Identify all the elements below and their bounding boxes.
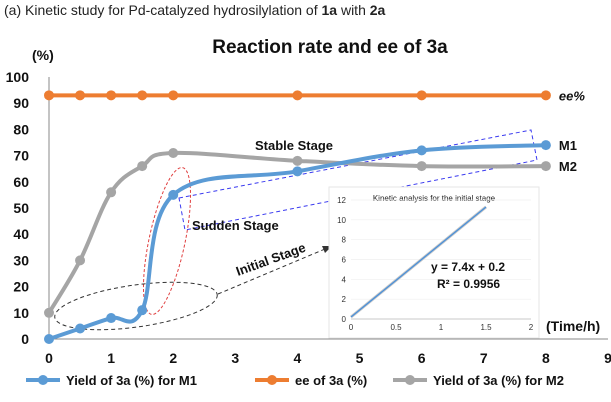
data-point bbox=[540, 161, 551, 172]
sudden-stage-ellipse bbox=[142, 167, 192, 315]
caption-prefix: (a) Kinetic study for Pd-catalyzed hydro… bbox=[4, 2, 322, 18]
y-axis-label: (%) bbox=[32, 47, 54, 63]
inset-y-tick-label: 4 bbox=[342, 275, 347, 284]
x-tick-label: 5 bbox=[356, 350, 364, 366]
inset-y-tick-label: 10 bbox=[337, 216, 346, 225]
legend-label: Yield of 3a (%) for M2 bbox=[433, 373, 564, 388]
data-point bbox=[292, 166, 303, 177]
y-tick-label: 60 bbox=[13, 174, 29, 190]
x-tick-label: 2 bbox=[169, 350, 177, 366]
data-point bbox=[44, 307, 54, 318]
series-end-label: M2 bbox=[559, 159, 577, 174]
inset-title: Kinetic analysis for the initial stage bbox=[373, 194, 496, 203]
data-point bbox=[75, 90, 86, 101]
inset-y-tick-label: 0 bbox=[342, 315, 347, 324]
initial-stage-arrow bbox=[217, 248, 326, 295]
x-tick-label: 6 bbox=[418, 350, 426, 366]
data-point bbox=[168, 189, 179, 200]
data-point bbox=[292, 155, 303, 166]
figure-caption: (a) Kinetic study for Pd-catalyzed hydro… bbox=[4, 2, 385, 18]
data-point bbox=[106, 187, 117, 198]
y-tick-label: 50 bbox=[13, 200, 29, 216]
data-point bbox=[137, 161, 148, 172]
inset-x-tick-label: 0 bbox=[349, 323, 354, 332]
legend-swatch-marker bbox=[38, 375, 48, 385]
inset-y-tick-label: 6 bbox=[342, 256, 347, 265]
inset-x-tick-label: 1.5 bbox=[480, 323, 492, 332]
inset-r-squared: R² = 0.9956 bbox=[437, 277, 500, 291]
legend-label: Yield of 3a (%) for M1 bbox=[66, 373, 197, 388]
series-end-label: ee% bbox=[559, 88, 585, 103]
legend-label: ee of 3a (%) bbox=[295, 373, 367, 388]
series-group bbox=[44, 90, 551, 344]
annotation-stable-stage: Stable Stage bbox=[255, 138, 333, 153]
caption-compound-1: 1a bbox=[321, 2, 338, 18]
inset-x-tick-label: 0.5 bbox=[390, 323, 402, 332]
x-axis-label: (Time/h) bbox=[546, 318, 600, 334]
inset-series-line bbox=[350, 206, 487, 318]
x-tick-label: 4 bbox=[294, 350, 302, 366]
x-tick-label: 3 bbox=[231, 350, 239, 366]
y-tick-label: 70 bbox=[13, 148, 29, 164]
end-labels: M1 ee% M2 bbox=[559, 88, 585, 174]
legend-swatch-marker bbox=[405, 375, 415, 385]
chart-title: Reaction rate and ee of 3a bbox=[212, 37, 448, 58]
x-tick-label: 0 bbox=[45, 350, 53, 366]
y-tick-label: 0 bbox=[21, 331, 29, 347]
data-point bbox=[75, 255, 86, 266]
data-point bbox=[540, 140, 551, 151]
x-tick-label: 9 bbox=[604, 350, 611, 366]
caption-compound-2: 2a bbox=[369, 2, 386, 18]
series-end-label: M1 bbox=[559, 138, 577, 153]
annotation-initial-stage: Initial Stage bbox=[234, 240, 308, 279]
data-point bbox=[44, 334, 54, 344]
data-point bbox=[416, 161, 427, 172]
y-tick-label: 30 bbox=[13, 252, 29, 268]
data-point bbox=[106, 90, 117, 101]
caption-mid: with bbox=[337, 2, 370, 18]
legend: Yield of 3a (%) for M1 ee of 3a (%) Yield … bbox=[26, 373, 564, 388]
annotation-sudden-stage: Sudden Stage bbox=[192, 218, 279, 233]
data-point bbox=[137, 305, 148, 316]
y-tick-label: 10 bbox=[13, 305, 29, 321]
inset-y-tick-label: 2 bbox=[342, 295, 347, 304]
data-point bbox=[106, 313, 117, 324]
y-tick-label: 20 bbox=[13, 279, 29, 295]
data-point bbox=[416, 90, 427, 101]
data-point bbox=[168, 147, 179, 158]
legend-swatch-marker bbox=[267, 375, 277, 385]
inset-background bbox=[328, 186, 540, 339]
inset-chart: Kinetic analysis for the initial stage 0… bbox=[328, 186, 540, 339]
data-point bbox=[540, 90, 551, 101]
inset-equation: y = 7.4x + 0.2 bbox=[431, 260, 505, 274]
data-point bbox=[75, 323, 86, 334]
inset-x-tick-label: 1 bbox=[439, 323, 444, 332]
x-tick-label: 1 bbox=[107, 350, 115, 366]
y-tick-label: 80 bbox=[13, 121, 29, 137]
inset-y-tick-label: 12 bbox=[337, 196, 346, 205]
x-tick-label: 8 bbox=[542, 350, 550, 366]
x-tick-label: 7 bbox=[480, 350, 488, 366]
data-point bbox=[416, 145, 427, 156]
inset-x-tick-label: 2 bbox=[529, 323, 534, 332]
data-point bbox=[292, 90, 303, 101]
y-tick-label: 100 bbox=[6, 69, 30, 85]
data-point bbox=[168, 90, 179, 101]
initial-stage-ellipse bbox=[54, 281, 218, 331]
data-point bbox=[44, 90, 54, 101]
inset-y-tick-label: 8 bbox=[342, 236, 347, 245]
data-point bbox=[137, 90, 148, 101]
y-tick-label: 90 bbox=[13, 95, 29, 111]
y-tick-label: 40 bbox=[13, 226, 29, 242]
